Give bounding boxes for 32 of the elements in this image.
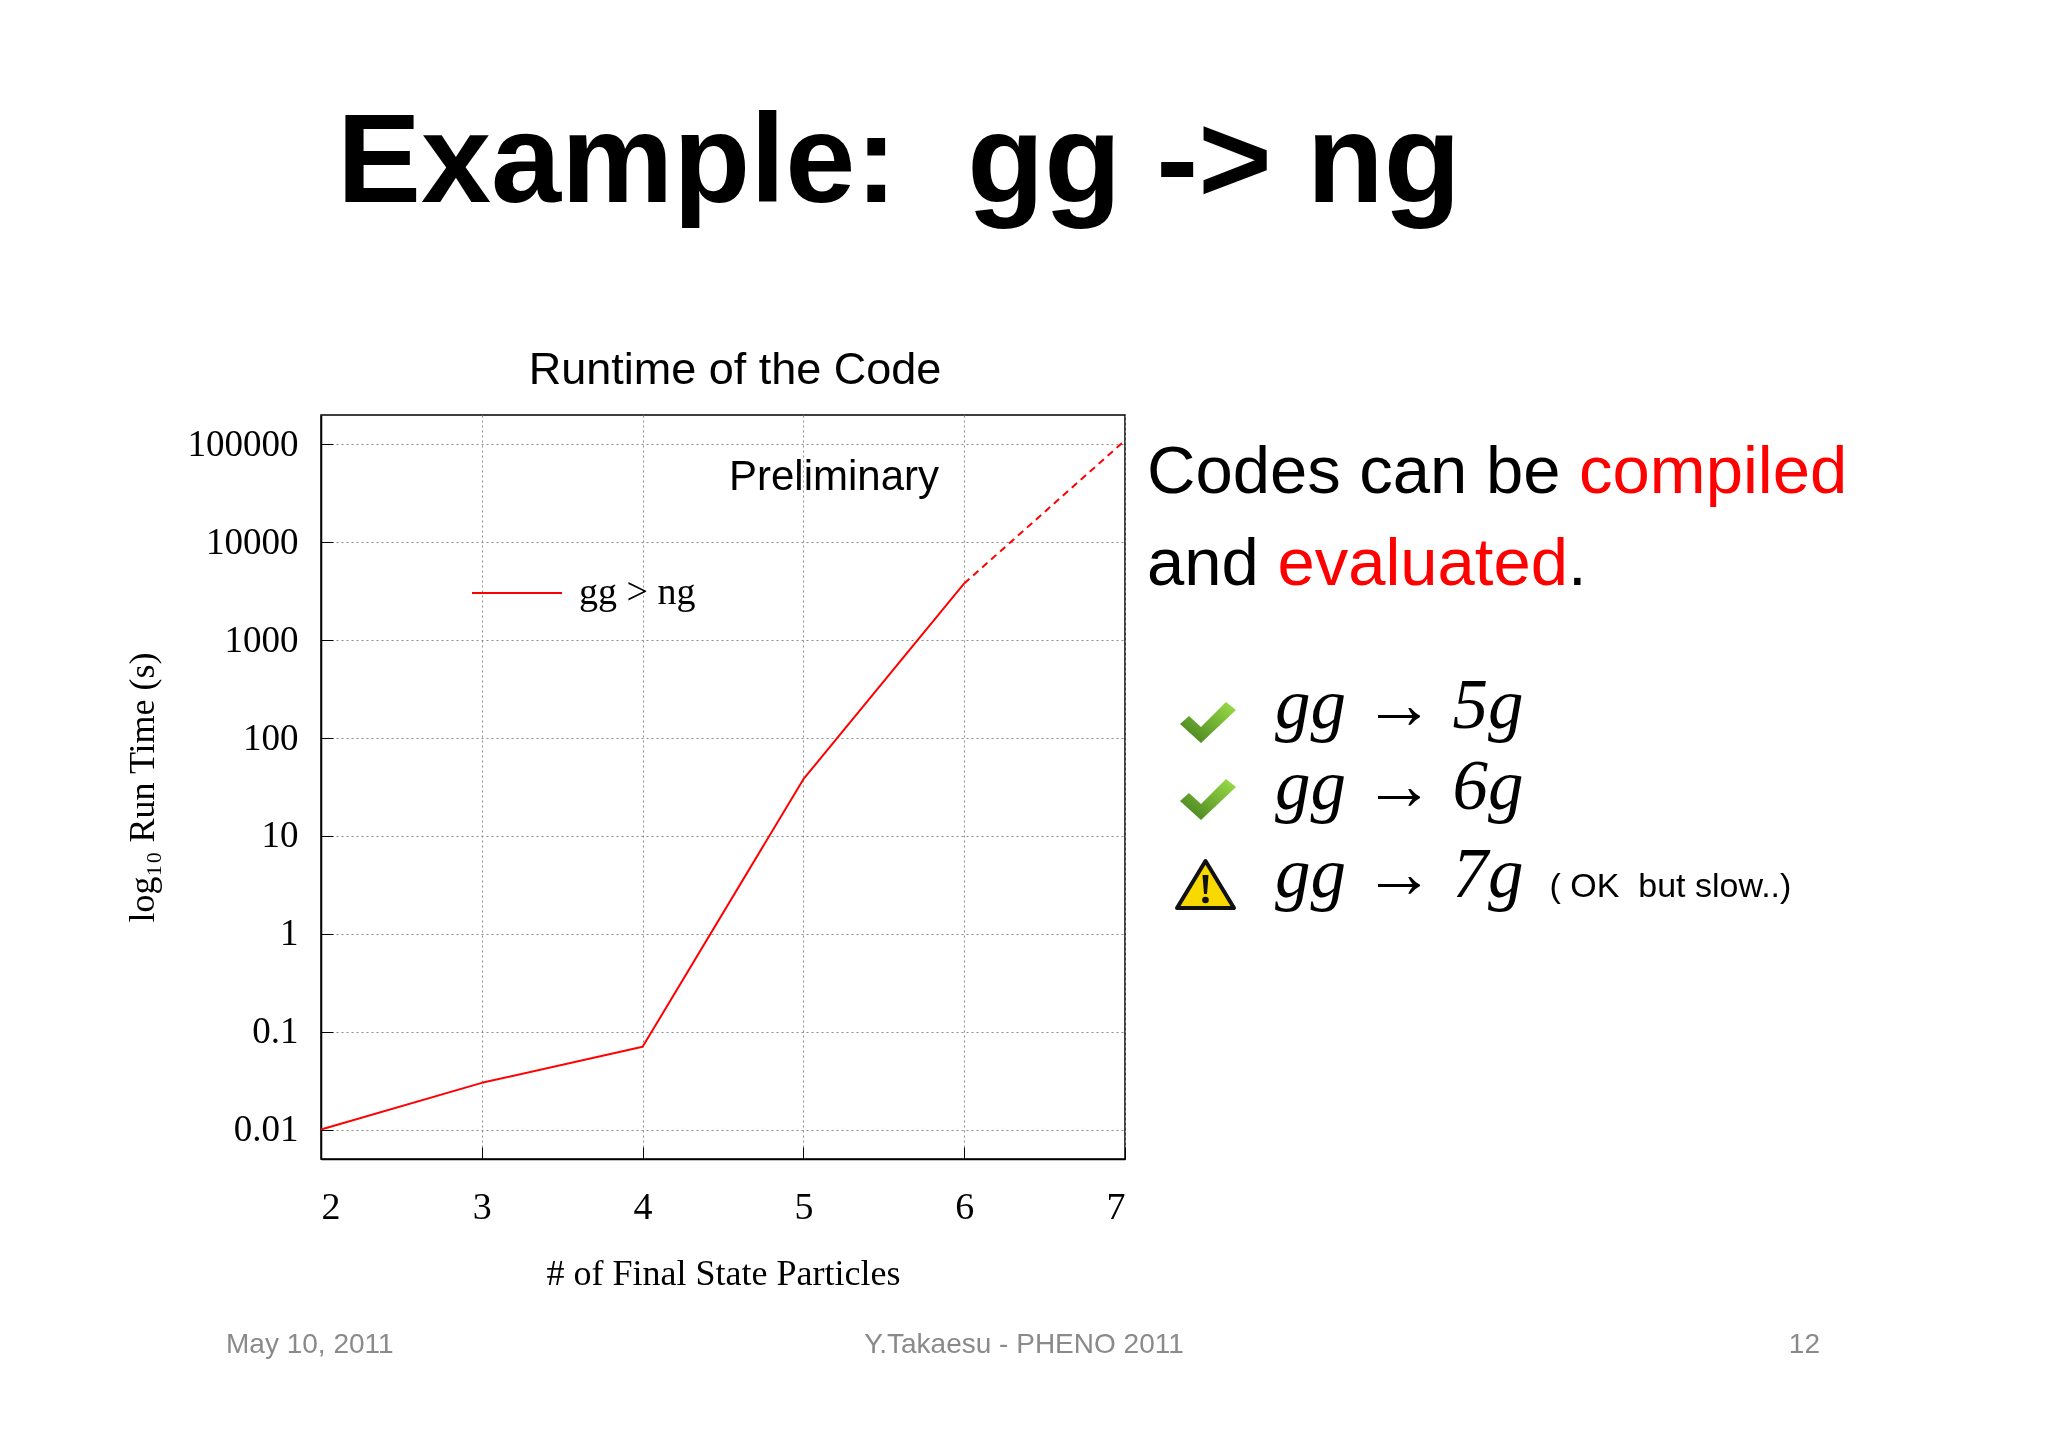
text: May 10, 2011: [226, 1328, 394, 1359]
y-tick-label: 1000: [224, 618, 299, 660]
y-tick-label: 100: [243, 716, 299, 758]
y-tick-label: 0.1: [252, 1010, 299, 1052]
y-tick-label: 1: [280, 912, 299, 954]
text: gg → 7g: [1275, 834, 1524, 912]
text: gg → 5g: [1275, 665, 1524, 743]
chart-title: Example: gg -> ng: [337, 88, 1461, 229]
text: gg → 6g: [1275, 746, 1524, 824]
text: ( OK but slow..): [1549, 866, 1792, 904]
x-tick-label: 2: [321, 1184, 341, 1227]
y-axis-title: log₁₀ Run Time (s): [121, 652, 162, 923]
y-tick-label: 100000: [187, 422, 299, 464]
x-tick-label: 7: [1106, 1184, 1126, 1227]
x-tick-label: 4: [633, 1184, 653, 1227]
text: Y.Takaesu - PHENO 2011: [864, 1328, 1184, 1359]
text: evaluated: [1277, 524, 1568, 599]
text: .: [1568, 524, 1587, 599]
legend-label: gg > ng: [579, 570, 696, 612]
text: compiled: [1579, 432, 1848, 507]
x-tick-label: 3: [472, 1184, 492, 1227]
y-tick-label: 0.01: [233, 1108, 299, 1150]
annotation: Preliminary: [729, 452, 940, 499]
text: Codes can be: [1147, 432, 1561, 507]
x-tick-label: 6: [955, 1184, 975, 1227]
y-tick-label: 10: [261, 814, 299, 856]
x-tick-label: 5: [794, 1184, 814, 1227]
x-axis-title: # of Final State Particles: [546, 1252, 901, 1293]
text: 12: [1788, 1328, 1820, 1359]
y-tick-label: 10000: [206, 520, 299, 562]
text: and: [1147, 524, 1259, 599]
chart-subtitle: Runtime of the Code: [528, 343, 942, 394]
